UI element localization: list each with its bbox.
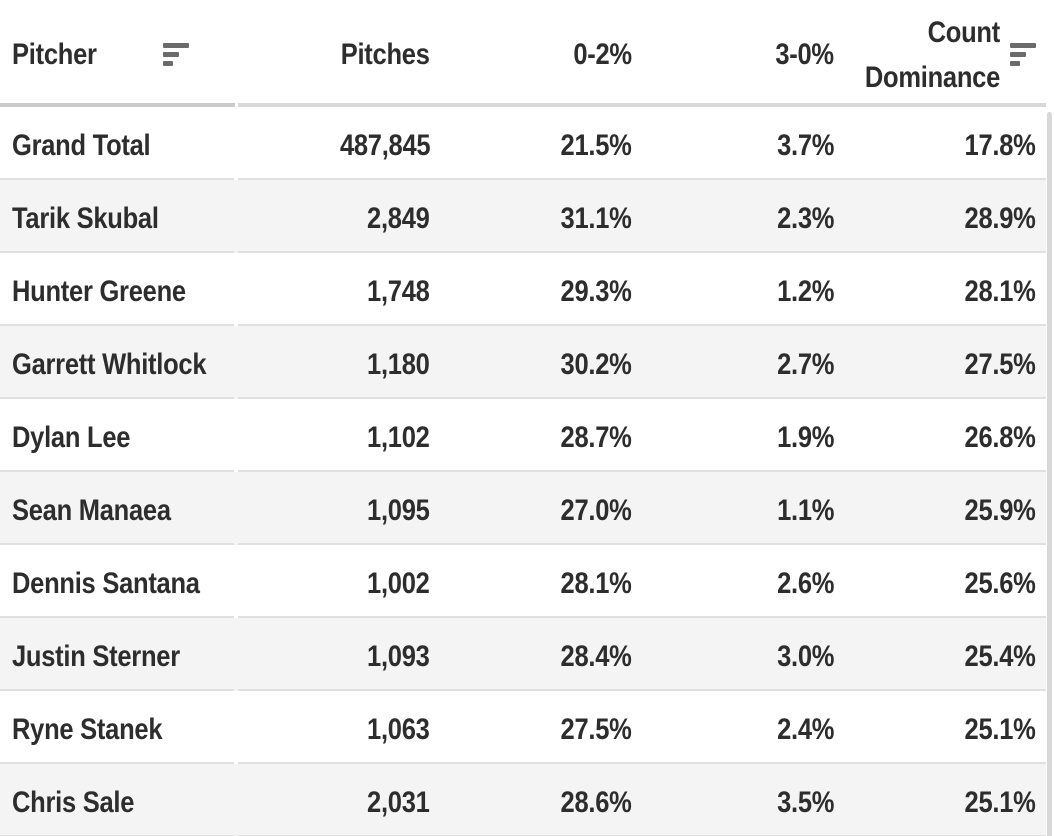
- cell-3-0-pct: 1.2%: [776, 274, 834, 308]
- cell-count-dominance: 25.1%: [964, 712, 1036, 746]
- column-header-count-dominance-label: Count Dominance: [864, 15, 1001, 94]
- cell-count-dominance: 25.4%: [964, 639, 1036, 673]
- cell-pitcher: Dennis Santana: [12, 566, 200, 600]
- vertical-scrollbar-track: [1046, 0, 1054, 836]
- column-header-0-2-pct-label: 0-2%: [573, 37, 632, 71]
- cell-pitcher: Garrett Whitlock: [12, 347, 207, 381]
- cell-0-2-pct: 28.1%: [560, 566, 632, 600]
- cell-3-0-pct: 1.9%: [776, 420, 834, 454]
- cell-pitches: 2,031: [367, 785, 430, 819]
- cell-pitcher: Ryne Stanek: [12, 712, 163, 746]
- cell-3-0-pct: 3.5%: [776, 785, 834, 819]
- cell-0-2-pct: 28.7%: [560, 420, 632, 454]
- cell-count-dominance: 28.1%: [964, 274, 1036, 308]
- cell-pitcher: Chris Sale: [12, 785, 135, 819]
- column-header-3-0-pct[interactable]: 3-0%: [642, 0, 844, 103]
- sort-descending-icon[interactable]: [162, 43, 189, 66]
- cell-count-dominance: 26.8%: [964, 420, 1036, 454]
- table-row: Chris Sale 2,031 28.6% 3.5% 25.1%: [0, 764, 1046, 836]
- cell-0-2-pct: 21.5%: [560, 128, 632, 162]
- table-row: Dennis Santana 1,002 28.1% 2.6% 25.6%: [0, 545, 1046, 618]
- column-header-pitcher-label: Pitcher: [12, 37, 97, 71]
- cell-0-2-pct: 29.3%: [560, 274, 632, 308]
- cell-count-dominance: 25.9%: [964, 493, 1036, 527]
- table-row: Dylan Lee 1,102 28.7% 1.9% 26.8%: [0, 399, 1046, 472]
- cell-0-2-pct: 30.2%: [560, 347, 632, 381]
- cell-3-0-pct: 2.6%: [776, 566, 834, 600]
- cell-pitches: 1,063: [367, 712, 430, 746]
- cell-0-2-pct: 28.4%: [560, 639, 632, 673]
- table-header: Pitcher Pitches 0-2% 3-0% Count Dominanc…: [0, 0, 1046, 103]
- column-header-pitches[interactable]: Pitches: [237, 0, 440, 103]
- header-divider: [0, 103, 1046, 107]
- cell-pitcher: Justin Sterner: [12, 639, 180, 673]
- cell-count-dominance: 28.9%: [964, 201, 1036, 235]
- cell-pitcher: Tarik Skubal: [12, 201, 159, 235]
- cell-count-dominance: 27.5%: [964, 347, 1036, 381]
- cell-3-0-pct: 3.7%: [776, 128, 834, 162]
- column-header-pitches-label: Pitches: [341, 37, 430, 71]
- column-header-count-dominance[interactable]: Count Dominance: [844, 0, 1046, 103]
- table-row: Hunter Greene 1,748 29.3% 1.2% 28.1%: [0, 253, 1046, 326]
- cell-pitches: 1,748: [367, 274, 430, 308]
- vertical-scrollbar-thumb[interactable]: [1047, 112, 1052, 836]
- cell-count-dominance: 25.1%: [964, 785, 1036, 819]
- cell-pitcher: Sean Manaea: [12, 493, 171, 527]
- cell-3-0-pct: 3.0%: [776, 639, 834, 673]
- sort-descending-icon[interactable]: [1010, 43, 1036, 66]
- cell-pitcher: Grand Total: [12, 128, 151, 162]
- column-header-3-0-pct-label: 3-0%: [775, 37, 834, 71]
- table-row: Tarik Skubal 2,849 31.1% 2.3% 28.9%: [0, 180, 1046, 253]
- cell-pitches: 1,093: [367, 639, 430, 673]
- table-row: Garrett Whitlock 1,180 30.2% 2.7% 27.5%: [0, 326, 1046, 399]
- cell-0-2-pct: 31.1%: [560, 201, 632, 235]
- table-row: Sean Manaea 1,095 27.0% 1.1% 25.9%: [0, 472, 1046, 545]
- table-body: Grand Total 487,845 21.5% 3.7% 17.8% Tar…: [0, 107, 1054, 836]
- cell-3-0-pct: 2.4%: [776, 712, 834, 746]
- cell-3-0-pct: 1.1%: [776, 493, 834, 527]
- table-row: Justin Sterner 1,093 28.4% 3.0% 25.4%: [0, 618, 1046, 691]
- cell-3-0-pct: 2.3%: [776, 201, 834, 235]
- cell-3-0-pct: 2.7%: [776, 347, 834, 381]
- cell-0-2-pct: 27.5%: [560, 712, 632, 746]
- cell-pitcher: Hunter Greene: [12, 274, 186, 308]
- cell-0-2-pct: 28.6%: [560, 785, 632, 819]
- cell-pitches: 1,102: [367, 420, 430, 454]
- cell-count-dominance: 17.8%: [964, 128, 1036, 162]
- cell-pitcher: Dylan Lee: [12, 420, 131, 454]
- table-row: Grand Total 487,845 21.5% 3.7% 17.8%: [0, 107, 1046, 180]
- cell-pitches: 1,180: [367, 347, 430, 381]
- cell-pitches: 2,849: [367, 201, 430, 235]
- cell-pitches: 487,845: [339, 128, 431, 162]
- cell-0-2-pct: 27.0%: [560, 493, 632, 527]
- column-header-0-2-pct[interactable]: 0-2%: [440, 0, 642, 103]
- table-row: Ryne Stanek 1,063 27.5% 2.4% 25.1%: [0, 691, 1046, 764]
- cell-pitches: 1,095: [367, 493, 430, 527]
- column-header-pitcher[interactable]: Pitcher: [0, 0, 237, 103]
- cell-count-dominance: 25.6%: [964, 566, 1036, 600]
- cell-pitches: 1,002: [367, 566, 430, 600]
